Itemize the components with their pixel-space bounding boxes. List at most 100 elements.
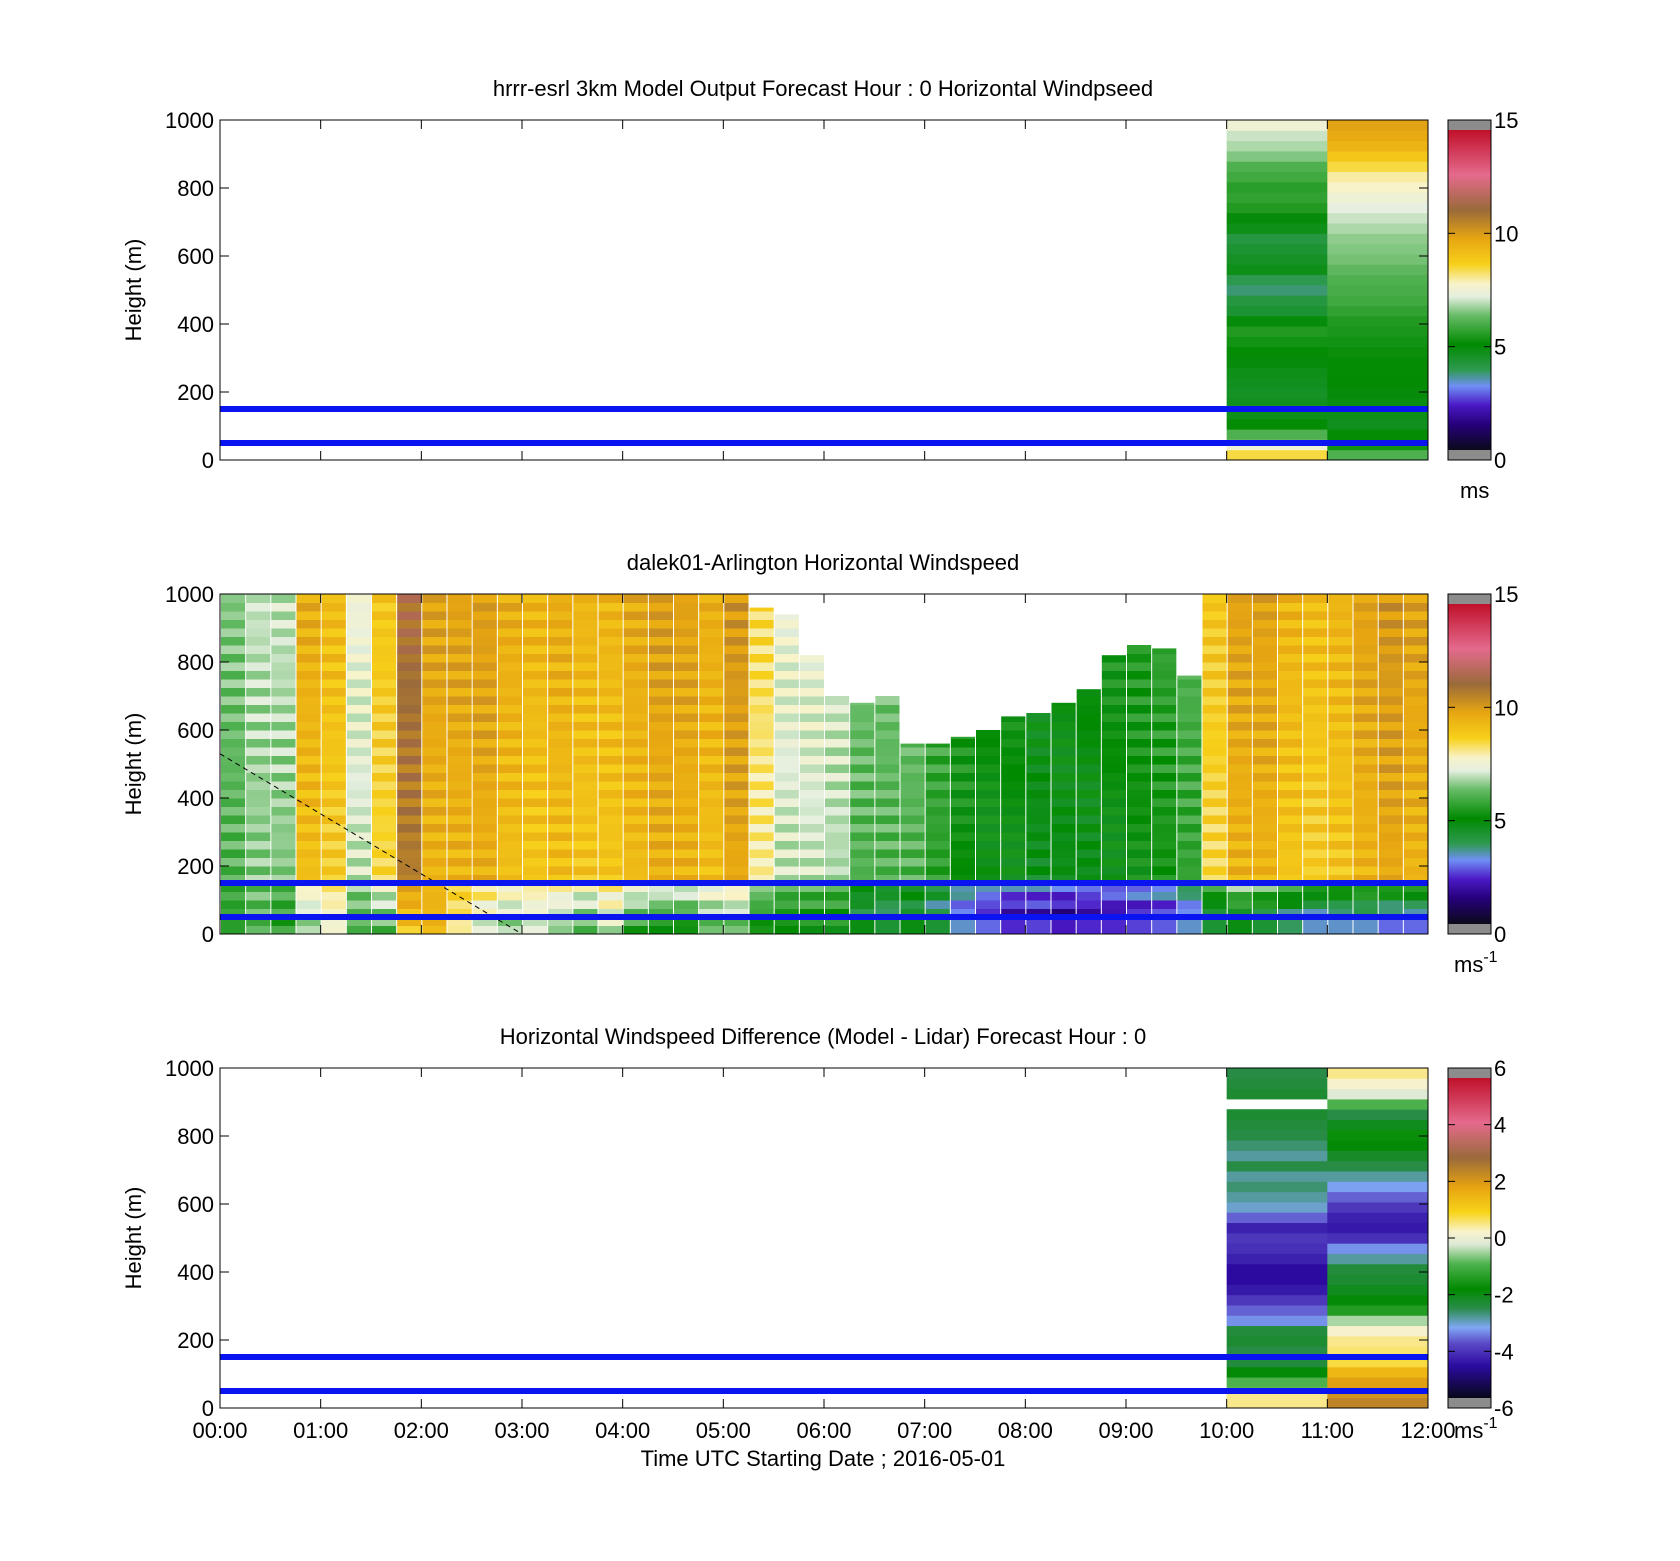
heatmap-cell	[447, 602, 472, 612]
heatmap-cell	[976, 772, 1001, 782]
heatmap-cell	[875, 883, 900, 892]
heatmap-cell	[1353, 670, 1378, 680]
heatmap-cell	[1378, 679, 1403, 688]
heatmap-cell	[774, 628, 799, 637]
heatmap-cell	[447, 874, 472, 884]
heatmap-cell	[1226, 1140, 1328, 1151]
heatmap-cell	[623, 730, 648, 739]
heatmap-cell	[1252, 857, 1277, 867]
ytick-label: 1000	[165, 582, 214, 607]
heatmap-cell	[1026, 823, 1051, 833]
heatmap-cell	[1177, 832, 1202, 841]
heatmap-cell	[497, 798, 522, 807]
heatmap-cell	[573, 806, 598, 816]
heatmap-cell	[1051, 900, 1076, 909]
heatmap-cell	[296, 925, 321, 935]
heatmap-cell	[1378, 687, 1403, 697]
heatmap-cell	[246, 917, 271, 926]
heatmap-cell	[1252, 653, 1277, 663]
heatmap-cell	[875, 730, 900, 739]
heatmap-cell	[623, 908, 648, 918]
heatmap-cell	[774, 619, 799, 629]
heatmap-cell	[1328, 823, 1353, 833]
heatmap-cell	[221, 764, 246, 773]
heatmap-cell	[246, 670, 271, 680]
heatmap-cell	[321, 721, 346, 731]
heatmap-cell	[1226, 130, 1328, 142]
heatmap-cell	[825, 730, 850, 739]
heatmap-cell	[799, 883, 824, 892]
heatmap-cell	[976, 832, 1001, 841]
heatmap-cell	[422, 679, 447, 688]
heatmap-cell	[397, 798, 422, 807]
xtick-label: 10:00	[1199, 1418, 1254, 1443]
heatmap-cell	[1127, 662, 1152, 671]
heatmap-cell	[246, 866, 271, 875]
heatmap-cell	[598, 772, 623, 782]
heatmap-cell	[573, 789, 598, 799]
heatmap-cell	[674, 781, 699, 790]
heatmap-cell	[950, 815, 975, 824]
heatmap-cell	[875, 925, 900, 935]
heatmap-cell	[875, 704, 900, 714]
heatmap-cell	[1278, 874, 1303, 884]
heatmap-cell	[372, 798, 397, 807]
heatmap-cell	[875, 823, 900, 833]
heatmap-cell	[598, 781, 623, 790]
heatmap-cell	[447, 883, 472, 892]
heatmap-cell	[472, 874, 497, 884]
heatmap-cell	[598, 747, 623, 756]
heatmap-cell	[1127, 670, 1152, 680]
heatmap-cell	[648, 840, 673, 850]
heatmap-cell	[472, 611, 497, 620]
heatmap-cell	[472, 772, 497, 782]
heatmap-cell	[1353, 704, 1378, 714]
heatmap-cell	[1378, 713, 1403, 722]
heatmap-cell	[699, 628, 724, 637]
heatmap-cell	[422, 891, 447, 901]
heatmap-cell	[1226, 1243, 1328, 1254]
heatmap-cell	[346, 764, 371, 773]
colorbar-over	[1448, 120, 1491, 130]
heatmap-cell	[1327, 1366, 1429, 1378]
heatmap-cell	[1202, 628, 1227, 637]
heatmap-cell	[271, 602, 296, 612]
heatmap-cell	[976, 857, 1001, 867]
heatmap-cell	[447, 832, 472, 841]
heatmap-cell	[724, 730, 749, 739]
heatmap-cell	[699, 747, 724, 756]
heatmap-cell	[674, 645, 699, 654]
heatmap-cell	[1226, 171, 1328, 183]
colorbar-over	[1448, 1068, 1491, 1078]
heatmap-cell	[1328, 721, 1353, 731]
heatmap-cell	[1152, 789, 1177, 799]
heatmap-cell	[799, 781, 824, 790]
heatmap-cell	[346, 670, 371, 680]
heatmap-cell	[1328, 866, 1353, 875]
heatmap-cell	[447, 823, 472, 833]
heatmap-cell	[724, 781, 749, 790]
heatmap-cell	[1327, 130, 1429, 142]
colorbar-tick-label: 0	[1494, 1226, 1506, 1251]
heatmap-cell	[1026, 900, 1051, 909]
heatmap-cell	[825, 755, 850, 765]
heatmap-cell	[271, 781, 296, 790]
heatmap-cell	[875, 866, 900, 875]
heatmap-cell	[1353, 594, 1378, 603]
heatmap-cell	[221, 815, 246, 824]
heatmap-cell	[321, 781, 346, 790]
heatmap-cell	[1202, 857, 1227, 867]
heatmap-cell	[1202, 738, 1227, 748]
heatmap-cell	[648, 721, 673, 731]
heatmap-cell	[1226, 1284, 1328, 1296]
heatmap-cell	[749, 755, 774, 765]
heatmap-cell	[1303, 781, 1328, 790]
heatmap-cell	[774, 704, 799, 714]
heatmap-cell	[925, 917, 950, 926]
heatmap-cell	[1353, 611, 1378, 620]
heatmap-cell	[749, 636, 774, 646]
heatmap-cell	[422, 662, 447, 671]
heatmap-cell	[1378, 738, 1403, 748]
heatmap-cell	[422, 619, 447, 629]
panel-model-ylabel: Height (m)	[121, 239, 146, 342]
